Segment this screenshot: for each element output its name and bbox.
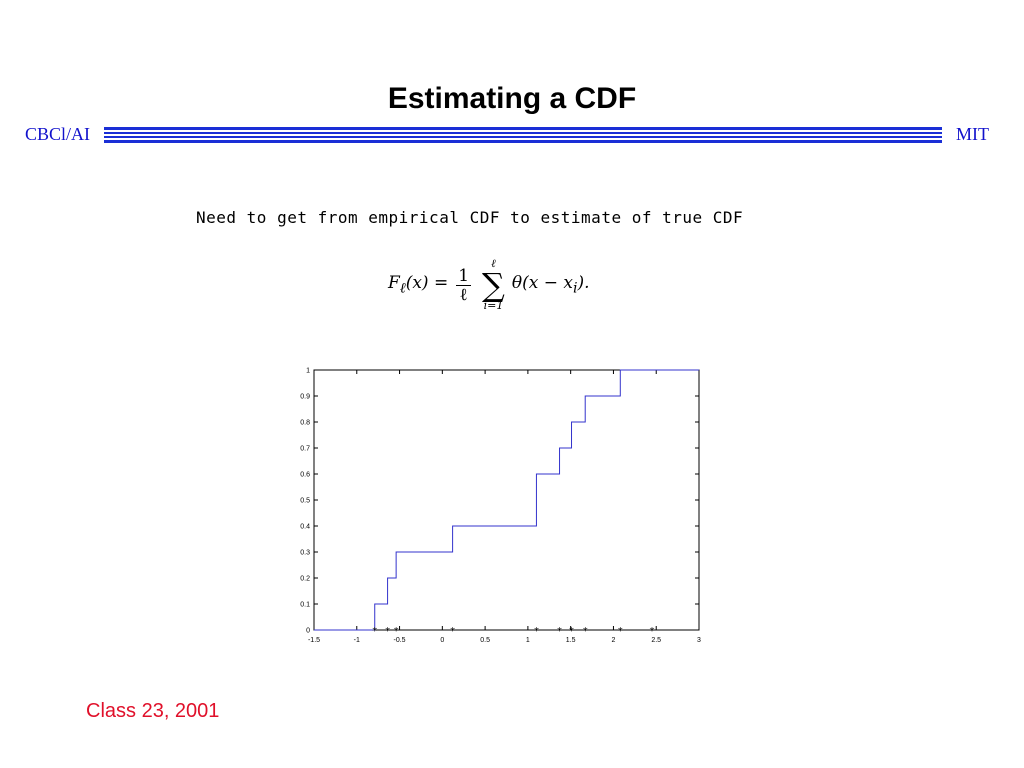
y-tick-label: 0.4 — [300, 524, 310, 531]
sample-marker: * — [385, 626, 390, 637]
plot-frame — [313, 369, 700, 631]
x-tick-label: 0.5 — [480, 637, 490, 644]
sample-marker: * — [372, 626, 377, 637]
y-tick-label: 0.7 — [300, 446, 310, 453]
formula-fraction: 1 ℓ — [456, 265, 472, 305]
header-rule — [104, 127, 942, 145]
y-tick-label: 0.6 — [300, 472, 310, 479]
y-tick-label: 0 — [306, 628, 310, 635]
x-tick-label: -1 — [354, 637, 360, 644]
x-tick-label: 2.5 — [651, 637, 661, 644]
sample-marker: * — [394, 626, 399, 637]
y-tick-label: 0.2 — [300, 576, 310, 583]
sample-marker: * — [583, 626, 588, 637]
formula-rhs: θ(x − xi). — [511, 273, 590, 297]
sample-marker: * — [649, 626, 654, 637]
x-tick-label: 3 — [697, 637, 701, 644]
x-tick-label: 2 — [611, 637, 615, 644]
y-tick-label: 0.5 — [300, 498, 310, 505]
x-tick-label: 1 — [526, 637, 530, 644]
ecdf-step-line — [314, 369, 699, 631]
x-tick-label: 0 — [440, 637, 444, 644]
header-left-label: CBCl/AI — [25, 124, 91, 144]
sample-marker: * — [569, 626, 574, 637]
formula-lhs: Fℓ(x) = — [388, 272, 449, 297]
y-tick-label: 0.8 — [300, 420, 310, 427]
x-tick-label: -1.5 — [308, 637, 320, 644]
formula-sum: ℓ ∑ i=1 — [482, 257, 505, 312]
slide-title: Estimating a CDF — [387, 82, 637, 115]
sample-marker: * — [534, 626, 539, 637]
y-tick-label: 0.1 — [300, 602, 310, 609]
cdf-chart: -1.5 -1 -0.5 0 0.5 1 1.5 2 2.5 3 0 0.1 0.2 0.3 0.4 0.5 0… — [300, 368, 701, 645]
header-right-label: MIT — [956, 124, 989, 144]
x-tick-label: 1.5 — [566, 637, 576, 644]
y-tick-label: 1 — [306, 368, 310, 375]
y-tick-label: 0.9 — [300, 394, 310, 401]
x-tick-label: -0.5 — [394, 637, 406, 644]
slide-text: Need to get from empirical CDF to estima… — [196, 208, 744, 227]
cdf-formula: Fℓ(x) = 1 ℓ ℓ ∑ i=1 θ(x − xi). — [388, 258, 590, 312]
sample-marker: * — [450, 626, 455, 637]
footer-label: Class 23, 2001 — [86, 700, 220, 722]
y-tick-label: 0.3 — [300, 550, 310, 557]
sample-marker: * — [557, 626, 562, 637]
sample-marker: * — [618, 626, 623, 637]
